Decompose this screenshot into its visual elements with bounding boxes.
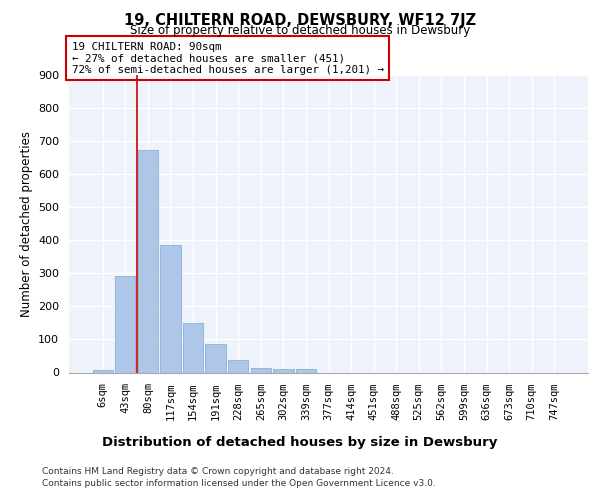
Bar xyxy=(273,368,293,372)
Y-axis label: Number of detached properties: Number of detached properties xyxy=(20,130,32,317)
Bar xyxy=(183,323,203,372)
Text: Size of property relative to detached houses in Dewsbury: Size of property relative to detached ho… xyxy=(130,24,470,37)
Bar xyxy=(296,369,316,372)
Bar xyxy=(251,368,271,372)
Text: Contains HM Land Registry data © Crown copyright and database right 2024.: Contains HM Land Registry data © Crown c… xyxy=(42,468,394,476)
Bar xyxy=(160,245,181,372)
Bar xyxy=(228,360,248,372)
Text: 19, CHILTERN ROAD, DEWSBURY, WF12 7JZ: 19, CHILTERN ROAD, DEWSBURY, WF12 7JZ xyxy=(124,12,476,28)
Bar xyxy=(205,344,226,372)
Text: Contains public sector information licensed under the Open Government Licence v3: Contains public sector information licen… xyxy=(42,479,436,488)
Text: 19 CHILTERN ROAD: 90sqm
← 27% of detached houses are smaller (451)
72% of semi-d: 19 CHILTERN ROAD: 90sqm ← 27% of detache… xyxy=(71,42,383,75)
Bar xyxy=(92,370,113,372)
Bar xyxy=(115,276,136,372)
Text: Distribution of detached houses by size in Dewsbury: Distribution of detached houses by size … xyxy=(103,436,497,449)
Bar xyxy=(138,150,158,372)
